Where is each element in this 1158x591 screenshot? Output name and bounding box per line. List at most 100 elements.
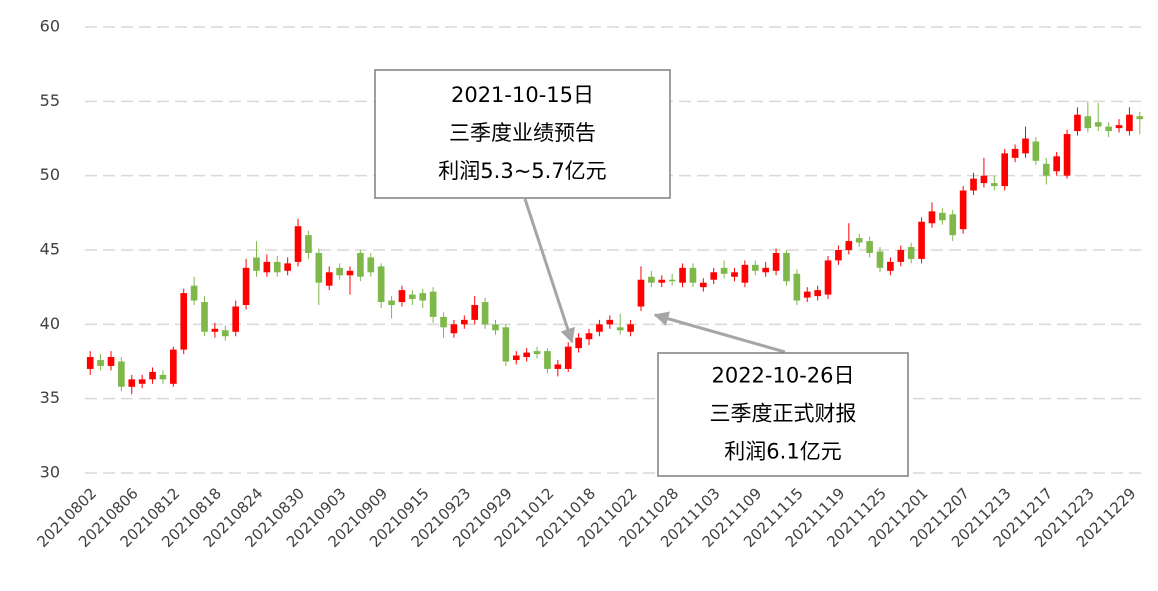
- candle-body: [1126, 114, 1133, 132]
- candle-body: [1105, 126, 1112, 132]
- candle-body: [221, 330, 229, 337]
- candle-body: [959, 190, 967, 230]
- annotation-box: [374, 69, 671, 199]
- candle-body: [1011, 148, 1019, 158]
- candle-body: [284, 263, 291, 271]
- candle-body: [1032, 141, 1040, 161]
- y-tick-label: 45: [40, 240, 60, 259]
- candle-body: [855, 238, 863, 243]
- candle-body: [564, 346, 572, 369]
- candle-body: [440, 316, 447, 328]
- candle-body: [1115, 125, 1123, 129]
- annotation-arrow: [653, 311, 786, 354]
- candle-body: [648, 276, 655, 283]
- candle-body: [606, 319, 614, 325]
- candle-body: [429, 291, 437, 317]
- candle-body: [616, 327, 624, 331]
- candle-body: [232, 306, 240, 332]
- candle-body: [336, 267, 343, 276]
- candle-body: [575, 337, 582, 349]
- candle-body: [190, 285, 198, 301]
- candle-body: [544, 351, 551, 369]
- candle-body: [294, 226, 302, 262]
- candle-body: [367, 257, 375, 273]
- candle-body: [637, 279, 645, 307]
- candle-body: [346, 270, 354, 276]
- annotation-arrow: [523, 198, 575, 344]
- candle-body: [554, 364, 562, 369]
- candle-body: [731, 272, 738, 277]
- y-tick-label: 50: [40, 165, 60, 184]
- candle-body: [741, 264, 749, 283]
- candle-body: [668, 279, 676, 282]
- candle-body: [658, 279, 666, 283]
- candle-body: [419, 293, 427, 301]
- candle-body: [305, 235, 312, 253]
- annotation-text: 2021-10-15日: [451, 83, 594, 107]
- candle-body: [710, 272, 718, 280]
- y-tick-label: 60: [40, 17, 60, 36]
- candle-body: [1001, 153, 1009, 187]
- candle-body: [118, 361, 125, 387]
- candle-body: [398, 290, 406, 303]
- candle-body: [263, 261, 271, 273]
- candle-body: [762, 267, 770, 273]
- candle-body: [450, 324, 458, 334]
- candle-body: [627, 324, 634, 332]
- candle-body: [1136, 116, 1144, 120]
- candle-body: [409, 294, 416, 300]
- candle-body: [1042, 163, 1050, 176]
- candle-body: [149, 371, 156, 380]
- candle-body: [845, 241, 853, 250]
- y-tick-label: 35: [40, 388, 60, 407]
- candle-body: [97, 360, 104, 366]
- candle-body: [980, 175, 988, 184]
- candle-body: [907, 247, 915, 259]
- candle-body: [1022, 138, 1029, 154]
- candle-body: [700, 282, 707, 288]
- candle-body: [949, 214, 957, 236]
- annotation-text: 利润5.3~5.7亿元: [438, 159, 606, 183]
- candle-body: [273, 261, 281, 273]
- candle-body: [242, 267, 250, 306]
- annotation-text: 2022-10-26日: [711, 364, 854, 388]
- candle-body: [502, 327, 510, 362]
- candle-body: [772, 252, 780, 271]
- candle-body: [835, 250, 842, 261]
- annotation-box: [657, 352, 909, 477]
- candle-body: [377, 266, 385, 303]
- candle-body: [939, 212, 946, 221]
- candle-body: [990, 183, 998, 187]
- candle-body: [159, 374, 167, 380]
- candle-body: [866, 241, 873, 253]
- candle-body: [928, 211, 936, 224]
- candle-body: [1063, 134, 1071, 176]
- candle-body: [793, 273, 801, 301]
- candle-body: [887, 261, 894, 271]
- candle-body: [388, 300, 395, 306]
- y-tick-label: 40: [40, 314, 60, 333]
- candle-body: [201, 302, 208, 332]
- candle-body: [720, 267, 728, 274]
- candle-body: [128, 379, 136, 387]
- candle-body: [512, 355, 520, 361]
- candle-body: [180, 293, 188, 350]
- candle-body: [689, 267, 697, 283]
- candle-body: [533, 351, 541, 355]
- candle-body: [970, 178, 977, 191]
- candle-body: [315, 252, 323, 283]
- candle-body: [492, 324, 499, 331]
- candle-body: [471, 305, 479, 320]
- candle-body: [814, 290, 821, 297]
- candle-body: [918, 221, 925, 259]
- candle-body: [107, 357, 115, 366]
- candle-body: [460, 319, 468, 325]
- candle-body: [897, 250, 905, 262]
- candle-body: [253, 257, 260, 271]
- candle-body: [585, 333, 593, 340]
- candle-body: [679, 267, 686, 283]
- candle-body: [824, 260, 832, 295]
- candle-body: [1074, 114, 1081, 132]
- candle-body: [211, 328, 219, 332]
- candle-body: [751, 264, 759, 271]
